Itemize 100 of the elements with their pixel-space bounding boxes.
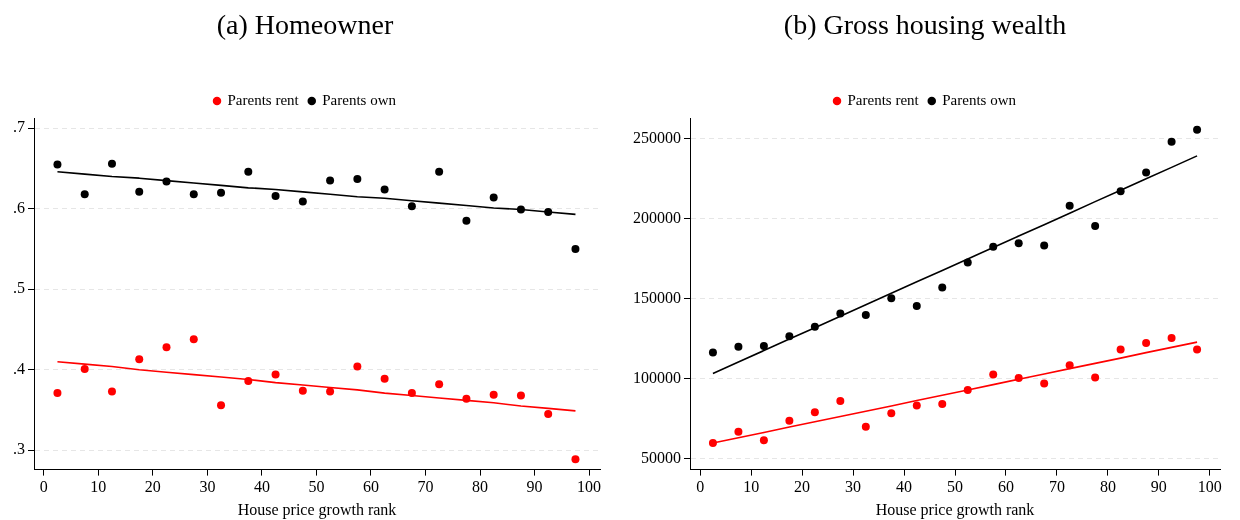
x-tick-label: 60 (362, 478, 379, 496)
point (162, 343, 171, 352)
x-tick-label: 50 (308, 478, 325, 496)
point (53, 389, 62, 398)
x-tick-label: 100 (1197, 478, 1222, 496)
point (217, 188, 226, 197)
legend-label: Parents own (322, 92, 397, 109)
point (708, 439, 717, 448)
y-tick-label: .6 (13, 198, 25, 216)
point (407, 389, 416, 398)
y-tick-label: 50000 (641, 448, 681, 466)
x-tick-label: 70 (417, 478, 434, 496)
y-tick-label: .3 (13, 440, 25, 458)
x-tick-label: 10 (743, 478, 760, 496)
point (380, 185, 389, 194)
point (887, 294, 896, 303)
point (1091, 222, 1100, 231)
point (544, 207, 553, 216)
x-tick-label: 20 (144, 478, 161, 496)
x-tick-label: 10 (90, 478, 107, 496)
point (298, 197, 307, 206)
point (1014, 239, 1023, 248)
point (1014, 373, 1023, 382)
point (435, 167, 444, 176)
point (1040, 241, 1049, 250)
point (887, 409, 896, 418)
chart-title: (b) Gross housing wealth (783, 9, 1067, 41)
point (244, 167, 253, 176)
point (1167, 137, 1176, 146)
point (80, 190, 89, 199)
point (353, 174, 362, 183)
point (189, 335, 198, 344)
point (1142, 168, 1151, 177)
point (1142, 338, 1151, 347)
point (53, 160, 62, 169)
x-tick-label: 80 (472, 478, 489, 496)
y-tick-label: 150000 (633, 288, 681, 306)
x-tick-label: 50 (947, 478, 963, 496)
point (462, 216, 471, 225)
point (435, 380, 444, 389)
x-tick-label: 70 (1048, 478, 1065, 496)
legend-label: Parents rent (227, 92, 300, 109)
point (516, 205, 525, 214)
point (1116, 345, 1125, 354)
x-tick-label: 30 (199, 478, 216, 496)
x-tick-label: 20 (794, 478, 811, 496)
point (785, 416, 794, 425)
point (162, 177, 171, 186)
point (271, 370, 280, 379)
point (380, 374, 389, 383)
point (217, 401, 226, 410)
point (1065, 361, 1074, 370)
point (353, 362, 362, 371)
point (734, 427, 743, 436)
x-tick-label: 100 (577, 478, 602, 496)
x-tick-label: 60 (997, 478, 1014, 496)
point (544, 410, 553, 419)
point (912, 302, 921, 311)
legend-label: Parents own (942, 92, 1017, 109)
point (516, 391, 525, 400)
y-tick-label: .7 (13, 118, 25, 136)
point (810, 408, 819, 417)
point (989, 370, 998, 379)
point (571, 455, 580, 464)
point (189, 190, 198, 199)
x-axis-title: House price growth rank (875, 500, 1035, 519)
x-axis-title: House price growth rank (237, 500, 397, 519)
point (489, 193, 498, 202)
point (759, 341, 768, 350)
point (810, 322, 819, 331)
point (107, 159, 116, 168)
x-tick-label: 80 (1099, 478, 1116, 496)
point (938, 283, 947, 292)
x-tick-label: 0 (696, 478, 705, 496)
point (1116, 187, 1125, 196)
point (1167, 334, 1176, 343)
point (1040, 379, 1049, 388)
y-tick-label: 100000 (633, 368, 681, 386)
point (571, 245, 580, 254)
x-tick-label: 90 (526, 478, 543, 496)
point (963, 386, 972, 395)
point (298, 386, 307, 395)
point (836, 309, 845, 318)
point (407, 202, 416, 211)
point (1091, 373, 1100, 382)
x-tick-label: 40 (253, 478, 270, 496)
point (989, 242, 998, 251)
point (489, 390, 498, 399)
x-tick-label: 30 (845, 478, 862, 496)
point (912, 401, 921, 410)
point (326, 176, 335, 185)
point (734, 342, 743, 351)
x-tick-label: 0 (39, 478, 48, 496)
y-tick-label: 250000 (633, 128, 681, 146)
point (785, 332, 794, 341)
y-tick-label: .4 (13, 359, 25, 377)
point (708, 348, 717, 357)
point (836, 396, 845, 405)
point (462, 394, 471, 403)
point (938, 400, 947, 409)
